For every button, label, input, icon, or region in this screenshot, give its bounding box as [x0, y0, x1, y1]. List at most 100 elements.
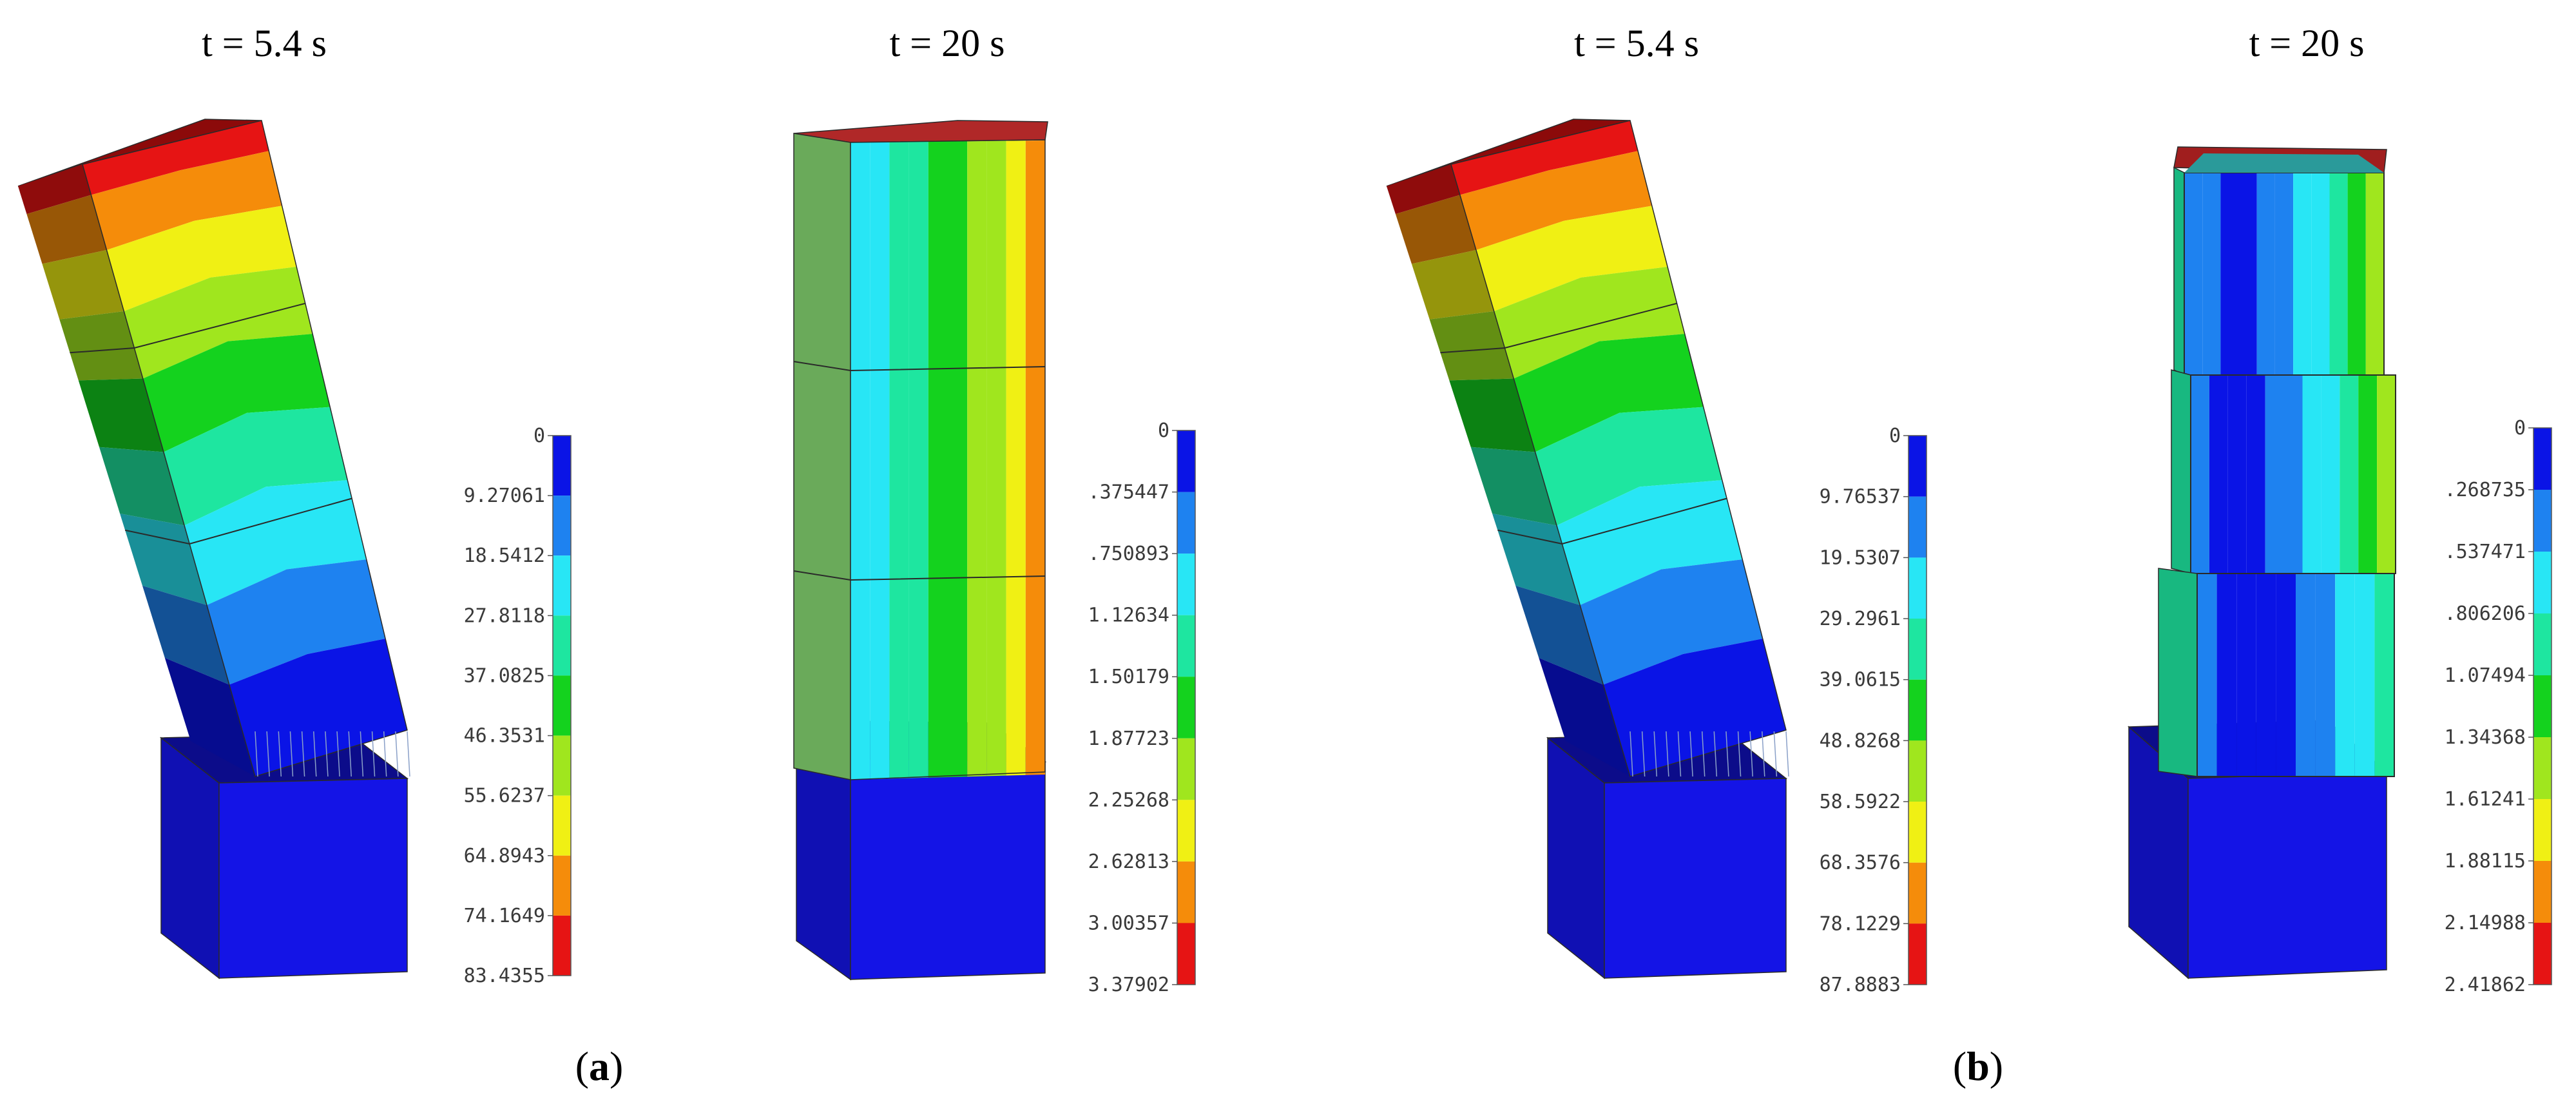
colorbar-tick-label: 64.8943	[464, 845, 545, 867]
contour-band-front	[2216, 574, 2237, 776]
contour-band-front	[106, 206, 297, 311]
colorbar-tick-label: 1.61241	[2445, 788, 2526, 811]
colorbar-swatch	[2533, 861, 2552, 923]
colorbar-tick-label: 48.8268	[1820, 729, 1901, 752]
colorbar-tick-label: 9.76537	[1820, 486, 1901, 508]
contour-band-front	[2256, 173, 2275, 375]
contour-band-front	[1459, 151, 1652, 250]
contour-band-side	[1395, 195, 1476, 264]
panel-letter-a: a	[589, 1043, 610, 1089]
colorbar-tick-label: 3.37902	[1088, 974, 1169, 996]
colorbar-swatch	[1177, 800, 1195, 862]
block-side-face	[2173, 166, 2185, 376]
time-label-a-2: t = 20 s	[889, 22, 1005, 64]
colorbar-tick-label: 1.12634	[1088, 604, 1169, 627]
snapshot-b-upright: 0 .268735 .537471 .806206 1.07494 1.34368 1.61…	[2128, 146, 2552, 996]
colorbar-tick-label: 3.00357	[1088, 912, 1169, 934]
contour-band-front	[91, 151, 282, 250]
colorbar-swatch	[1908, 436, 1927, 497]
colorbar-tick-label: 1.88115	[2445, 850, 2526, 873]
contour-band-side	[59, 311, 143, 381]
contour-band-front	[2365, 173, 2384, 375]
contour-band-front	[2246, 375, 2265, 574]
colorbar-swatch	[2533, 552, 2552, 613]
colorbar-frame	[1177, 430, 1196, 985]
contour-band-front	[142, 334, 331, 452]
contact-line	[1785, 731, 1789, 777]
contour-band-front	[229, 639, 407, 776]
contact-line	[1737, 731, 1742, 777]
colorbar-swatch	[1908, 496, 1927, 558]
colorbar-swatch	[1908, 679, 1927, 741]
contour-band-front	[2340, 375, 2359, 574]
colorbar-tick-label: 37.0825	[464, 664, 545, 687]
contour-band-front	[1006, 140, 1026, 776]
contour-band-front	[2197, 574, 2217, 776]
colorbar-swatch	[1908, 557, 1927, 619]
contour-band-front	[1535, 407, 1722, 526]
colorbar-frame	[2533, 427, 2552, 985]
contour-band-front	[2184, 173, 2203, 375]
contact-line	[278, 731, 282, 777]
colorbar-tick-label: 27.8118	[464, 604, 545, 627]
colorbar-swatch	[1177, 677, 1195, 738]
contour-band-front	[2329, 173, 2348, 375]
contour-band-front	[2321, 375, 2340, 574]
contour-band-side	[26, 195, 107, 264]
colorbar-tick-label: 0	[1889, 425, 1901, 447]
contour-band-front	[1603, 639, 1786, 776]
contact-line	[1689, 731, 1693, 777]
column-outline	[82, 120, 408, 777]
colorbar-tick-label: 55.6237	[464, 785, 545, 807]
colorbar-tick-label: .268735	[2445, 479, 2526, 501]
contact-line	[1629, 731, 1633, 777]
contact-line	[289, 731, 294, 777]
colorbar-swatch	[553, 496, 571, 556]
time-label-a-1: t = 5.4 s	[202, 22, 327, 64]
contact-line	[1677, 731, 1682, 777]
colorbar-swatch	[553, 735, 571, 796]
block-outline	[2190, 374, 2396, 574]
colorbar-tick-label: 2.25268	[1088, 789, 1169, 811]
colorbar-swatch	[553, 915, 571, 976]
colorbar-tick-label: 2.41862	[2445, 974, 2526, 996]
colorbar-frame	[1908, 435, 1927, 985]
colorbar-tick-label: 0	[533, 425, 545, 447]
contour-band-front	[1451, 121, 1639, 195]
contour-band-front	[2335, 574, 2355, 776]
contour-band-front	[2377, 375, 2396, 574]
time-label-b-1: t = 5.4 s	[1574, 22, 1699, 64]
snapshot-a-tilted: 0 9.27061 18.5412 27.8118 37.0825 46.3531 55.6…	[17, 119, 572, 987]
contour-band-front	[1025, 140, 1045, 775]
colorbar-swatch	[1908, 740, 1927, 802]
contour-band-front	[851, 142, 870, 780]
base-block-front	[850, 758, 1046, 980]
block-side-face	[2171, 369, 2191, 574]
colorbar-tick-label: 1.34368	[2445, 726, 2526, 749]
contour-band-side	[99, 447, 185, 526]
column-outline	[850, 139, 1046, 780]
contour-band-side	[120, 514, 207, 605]
colorbar-swatch	[553, 555, 571, 616]
colorbar-tick-label: 9.27061	[464, 485, 545, 507]
colorbar-swatch	[553, 436, 571, 496]
contour-band-front	[2236, 574, 2256, 776]
contour-band-front	[1514, 334, 1704, 452]
contour-band-front	[207, 559, 386, 685]
colorbar-tick-label: .375447	[1088, 481, 1169, 504]
block-side-face	[2158, 568, 2198, 777]
contour-band-front	[928, 141, 948, 778]
colorbar-swatch	[2533, 613, 2552, 675]
contour-band-front	[2311, 173, 2330, 375]
colorbar-swatch	[1177, 738, 1195, 800]
panel-label-b: (b)	[1952, 1043, 2004, 1089]
contour-band-front	[1557, 480, 1743, 605]
contour-band-front	[2374, 574, 2394, 776]
colorbar-swatch	[2533, 490, 2552, 552]
contour-band-front	[889, 142, 909, 779]
contour-band-front	[2293, 173, 2312, 375]
snapshot-a-upright: 0 .375447 .750893 1.12634 1.50179 1.87723 2.25…	[793, 120, 1196, 996]
contact-line	[371, 731, 376, 777]
contact-line	[266, 731, 270, 777]
